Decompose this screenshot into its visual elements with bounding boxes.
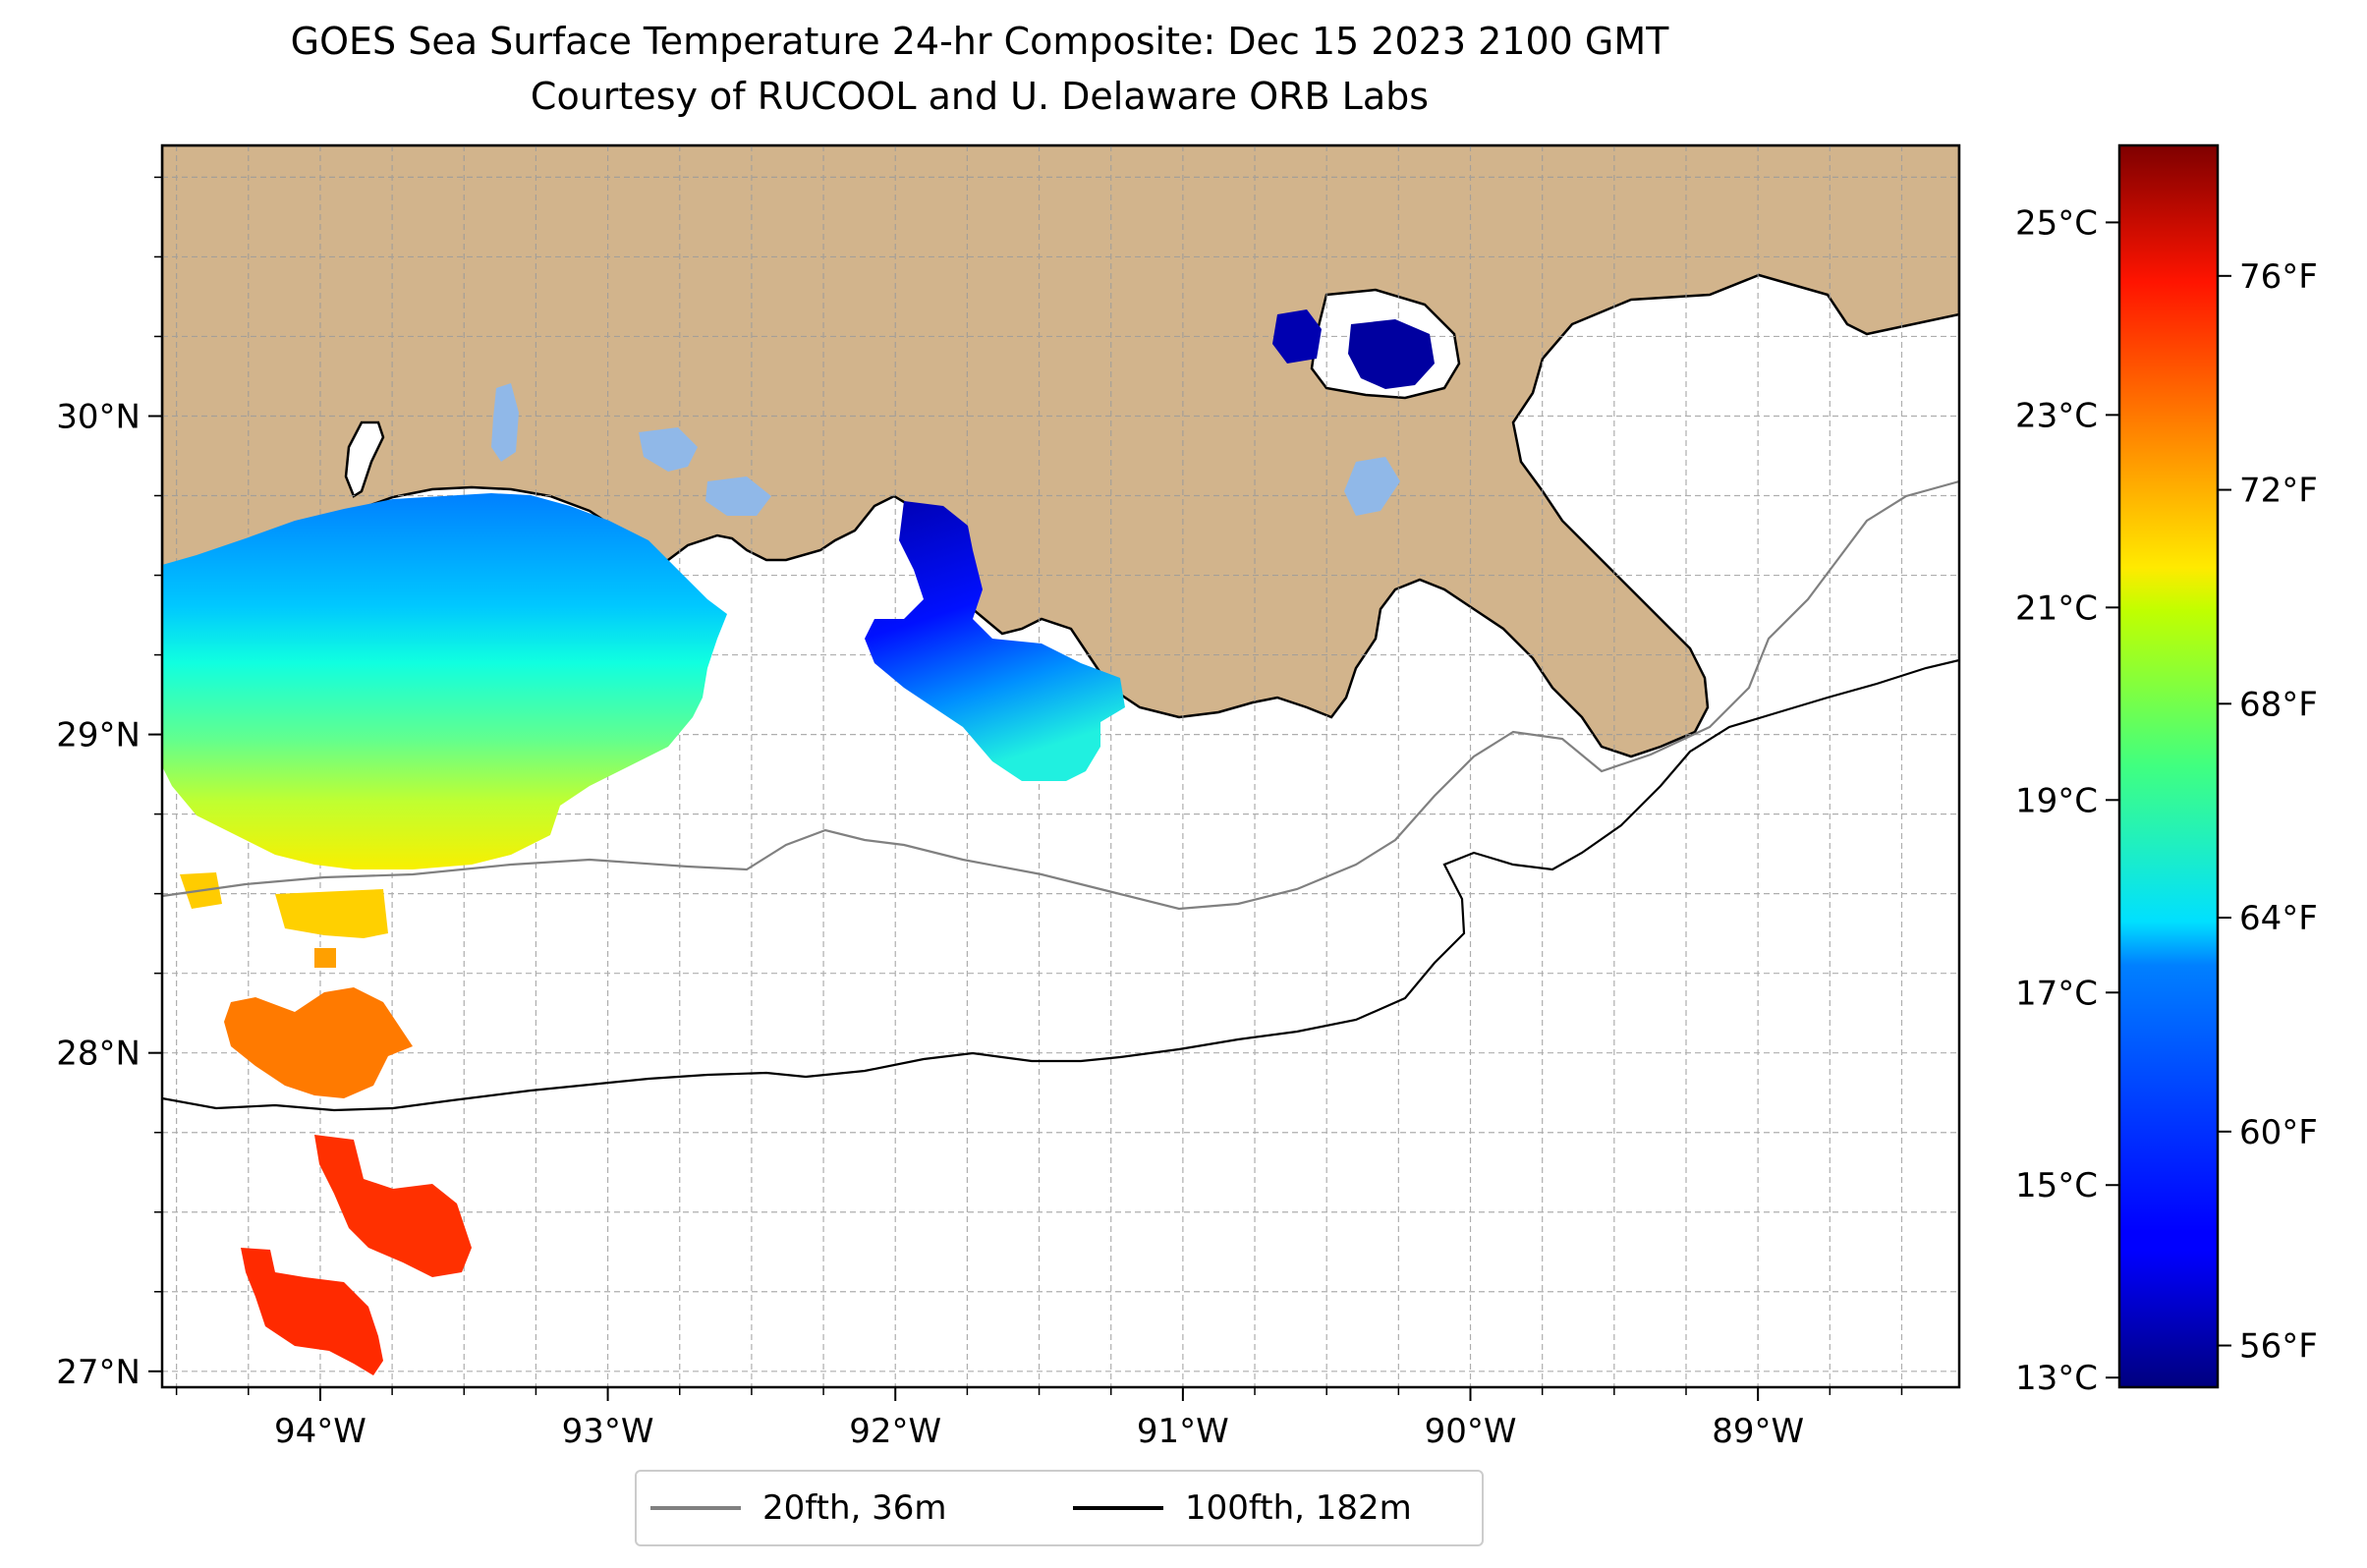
- title-line-1: GOES Sea Surface Temperature 24-hr Compo…: [290, 20, 1669, 63]
- isobath-legend: 20fth, 36m 100fth, 182m: [635, 1470, 1484, 1546]
- sst-patch-west-shelf: [162, 493, 727, 869]
- fahrenheit-tick-label: 72°F: [2239, 472, 2318, 511]
- sst-patch-orange: [224, 987, 413, 1098]
- map-panel: [162, 145, 1959, 1387]
- legend-swatch-100fth: [1073, 1506, 1163, 1510]
- lat-tick-label: 29°N: [56, 716, 141, 756]
- colorbar-fahrenheit-ticks: 76°F 72°F 68°F 64°F 60°F 56°F: [2218, 257, 2318, 1367]
- sst-patch-lightblue-2: [705, 476, 771, 516]
- sst-patch-small-orange: [314, 948, 336, 968]
- celsius-tick-label: 25°C: [2015, 203, 2098, 243]
- sst-patch-sabine-lake: [491, 383, 519, 462]
- sst-patch-vermilion-bay: [865, 501, 1125, 781]
- fahrenheit-tick-label: 64°F: [2239, 899, 2318, 938]
- lat-tick-label: 27°N: [56, 1353, 141, 1392]
- lake-calcasieu: [344, 420, 385, 498]
- celsius-tick-label: 17°C: [2015, 974, 2098, 1013]
- legend-item-100fth: 100fth, 182m: [1073, 1472, 1412, 1544]
- lat-tick-label: 28°N: [56, 1035, 141, 1074]
- fahrenheit-tick-label: 56°F: [2239, 1327, 2318, 1367]
- celsius-tick-label: 15°C: [2015, 1166, 2098, 1205]
- fahrenheit-tick-label: 76°F: [2239, 257, 2318, 297]
- lon-tick-label: 94°W: [274, 1412, 366, 1451]
- colorbar-celsius-ticks: 25°C 23°C 21°C 19°C 17°C 15°C 13°C: [2015, 203, 2119, 1398]
- celsius-tick-label: 19°C: [2015, 781, 2098, 820]
- sst-patch-lake-pontchartrain: [1348, 319, 1435, 389]
- isobath-100fth: [162, 658, 1959, 1112]
- map-frame: [160, 143, 1961, 1389]
- colorbar-gradient: [2117, 143, 2220, 1389]
- lon-tick-label: 90°W: [1425, 1412, 1517, 1451]
- fahrenheit-tick-label: 60°F: [2239, 1113, 2318, 1152]
- fahrenheit-tick-label: 68°F: [2239, 685, 2318, 724]
- sst-patch-red-1: [314, 1135, 472, 1277]
- isobath-20fth: [162, 479, 1959, 911]
- sst-patch-lake-maurepas: [1272, 309, 1322, 364]
- lon-tick-label: 89°W: [1712, 1412, 1804, 1451]
- celsius-tick-label: 21°C: [2015, 588, 2098, 628]
- lon-tick-label: 93°W: [562, 1412, 654, 1451]
- sst-patch-red-2: [241, 1248, 383, 1375]
- lon-axis: 94°W 93°W 92°W 91°W 90°W 89°W: [175, 1387, 1903, 1451]
- celsius-tick-label: 23°C: [2015, 396, 2098, 435]
- lat-axis: 30°N 29°N 28°N 27°N: [56, 176, 162, 1392]
- legend-label-20fth: 20fth, 36m: [762, 1488, 947, 1528]
- legend-label-100fth: 100fth, 182m: [1185, 1488, 1412, 1528]
- celsius-tick-label: 13°C: [2015, 1359, 2098, 1398]
- legend-item-20fth: 20fth, 36m: [650, 1472, 947, 1544]
- sst-patch-yellow-band: [275, 889, 388, 938]
- lon-tick-label: 91°W: [1137, 1412, 1229, 1451]
- sst-patch-lightblue-1: [639, 427, 698, 472]
- title-line-2: Courtesy of RUCOOL and U. Delaware ORB L…: [530, 75, 1430, 118]
- lon-tick-label: 92°W: [849, 1412, 941, 1451]
- legend-swatch-20fth: [650, 1506, 741, 1510]
- sst-patch-lightblue-3: [1344, 457, 1400, 516]
- lat-tick-label: 30°N: [56, 397, 141, 436]
- colorbar: 25°C 23°C 21°C 19°C 17°C 15°C 13°C 76°F 72°F 68°…: [2015, 143, 2318, 1398]
